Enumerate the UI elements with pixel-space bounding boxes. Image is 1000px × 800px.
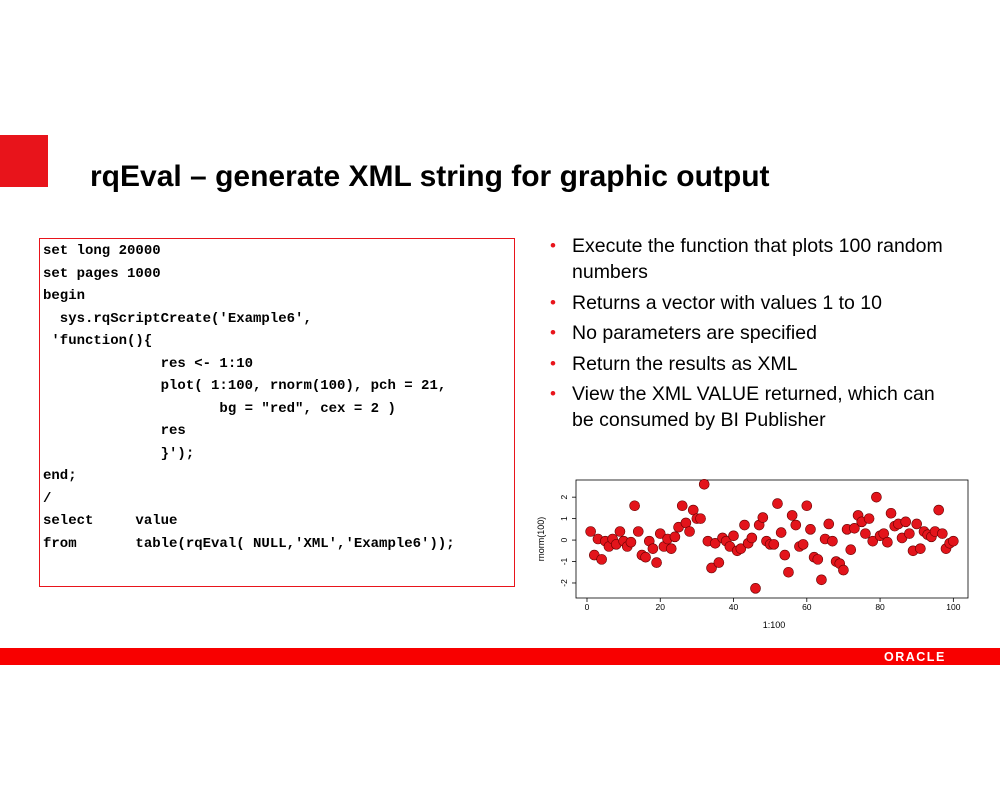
point — [665, 543, 677, 554]
point — [632, 526, 644, 537]
point — [823, 518, 835, 530]
point — [614, 526, 626, 537]
point — [735, 543, 747, 554]
code-line: bg = "red", cex = 2 ) — [43, 400, 396, 417]
point — [772, 498, 783, 509]
point — [640, 551, 651, 563]
x-tick-label: 0 — [585, 602, 590, 612]
bullet: Return the results as XML — [548, 351, 947, 377]
bullet: Execute the function that plots 100 rand… — [548, 233, 947, 285]
point — [933, 504, 944, 516]
bullet-list: Execute the function that plots 100 rand… — [548, 233, 948, 438]
point — [948, 535, 959, 547]
point — [845, 544, 857, 556]
x-axis-label: 1:100 — [763, 620, 786, 630]
point — [885, 507, 897, 519]
point — [838, 564, 849, 576]
y-tick-label: 0 — [559, 537, 569, 542]
point — [882, 536, 893, 548]
point — [904, 528, 915, 539]
x-tick-label: 40 — [729, 602, 739, 612]
point — [900, 516, 912, 528]
accent-block — [0, 135, 48, 187]
point — [695, 513, 706, 524]
y-tick-label: 1 — [559, 516, 569, 521]
point — [790, 519, 802, 531]
plot-frame — [575, 479, 969, 599]
point — [812, 554, 824, 565]
point — [596, 554, 607, 565]
code-line: sys.rqScriptCreate('Example6', — [43, 310, 312, 327]
code-line: end; — [43, 468, 77, 484]
point — [625, 536, 637, 548]
point — [629, 500, 640, 512]
point — [709, 537, 721, 549]
point — [713, 557, 725, 568]
y-tick-label: 2 — [559, 495, 569, 500]
point — [911, 518, 923, 530]
point — [775, 527, 787, 538]
point — [937, 528, 948, 539]
point — [871, 491, 882, 503]
x-tick-label: 20 — [656, 602, 666, 612]
footer-bar — [0, 648, 1000, 665]
point — [849, 522, 860, 534]
code-line: set long 20000 — [43, 243, 161, 259]
code-line: from table(rqEval( NULL,'XML','Example6'… — [43, 535, 455, 552]
point — [647, 543, 659, 554]
point — [750, 583, 761, 594]
point — [783, 566, 794, 578]
code-line: res <- 1:10 — [43, 355, 254, 372]
slide-title: rqEval – generate XML string for graphic… — [90, 160, 770, 193]
bullet: View the XML VALUE returned, which can b… — [548, 381, 947, 433]
x-tick-label: 60 — [802, 602, 812, 612]
code-line: begin — [43, 288, 86, 304]
bullet: No parameters are specified — [548, 320, 947, 346]
point — [779, 549, 791, 561]
chart: 1:100 rnorm(100) 0 20 40 60 80 100 -2 -1 0 1 2 — [530, 470, 990, 635]
point — [797, 539, 809, 550]
code-line: set pages 1000 — [43, 265, 161, 282]
bullet: Returns a vector with values 1 to 10 — [548, 290, 947, 316]
point — [728, 530, 739, 542]
point — [676, 500, 688, 512]
y-tick-label: -1 — [559, 557, 569, 565]
point — [669, 531, 681, 543]
point — [816, 574, 827, 586]
code-line: res — [43, 423, 186, 439]
x-tick-label: 100 — [946, 602, 960, 612]
point — [863, 513, 875, 524]
point — [585, 526, 596, 537]
point — [805, 524, 816, 535]
code-line: 'function(){ — [43, 333, 153, 349]
logo: ORACLE — [884, 650, 946, 664]
point — [915, 543, 926, 554]
point — [746, 532, 758, 544]
y-tick-label: -2 — [559, 579, 569, 587]
code-line: plot( 1:100, rnorm(100), pch = 21, — [43, 378, 447, 394]
code-box: set long 20000 set pages 1000 begin sys.rq… — [39, 238, 515, 587]
point — [867, 535, 879, 547]
point — [786, 510, 798, 521]
point — [684, 526, 695, 537]
point — [757, 512, 769, 523]
point — [706, 562, 717, 574]
y-axis-label: rnorm(100) — [536, 517, 546, 562]
point — [827, 535, 838, 547]
point — [801, 500, 813, 512]
point — [768, 539, 780, 550]
point — [739, 519, 750, 531]
point — [698, 478, 710, 490]
code-line: / — [43, 490, 52, 507]
point — [651, 557, 662, 568]
point — [654, 528, 666, 539]
x-tick-label: 80 — [875, 602, 885, 612]
point — [860, 528, 871, 539]
code-line: }'); — [43, 445, 195, 462]
code-line: select value — [43, 513, 178, 529]
